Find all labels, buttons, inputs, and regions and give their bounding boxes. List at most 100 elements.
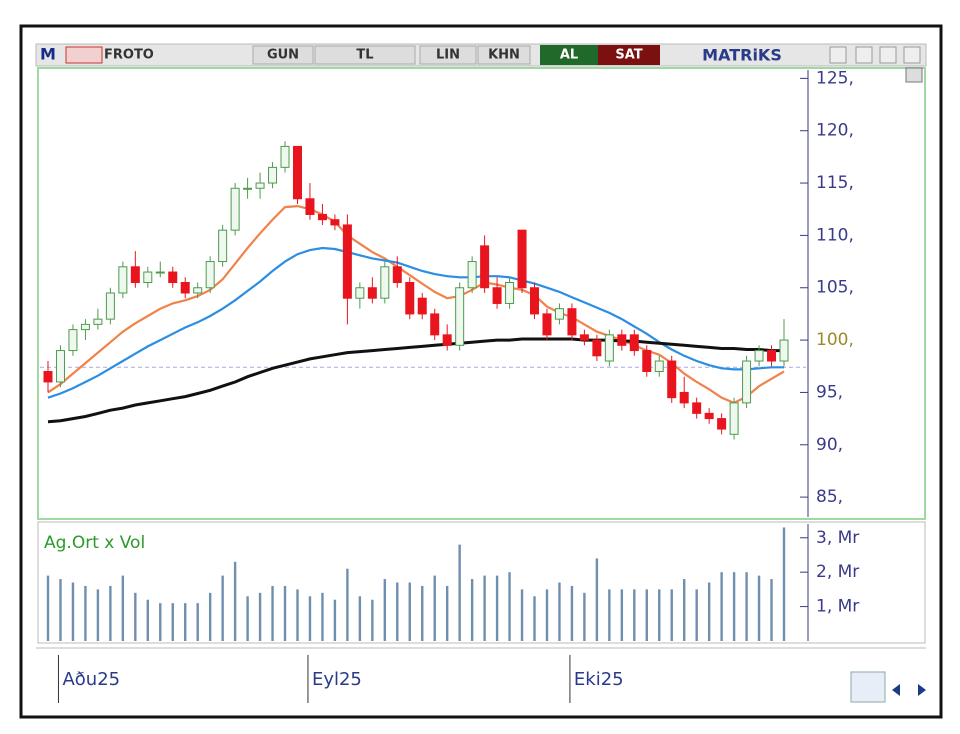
volume-bar [396,582,399,641]
candle-body [405,282,415,315]
buy-label[interactable]: AL [560,48,578,63]
volume-bar [608,589,611,641]
volume-bar [707,582,711,641]
candle-body [380,266,390,299]
volume-bar [683,579,686,641]
candle-body [93,318,103,325]
price-panel [37,67,926,520]
volume-bar [258,592,262,641]
volume-bar [71,582,75,641]
volume-bar [520,589,524,641]
candle-body [629,334,639,352]
volume-bar [271,585,274,641]
window-button[interactable] [903,46,921,64]
y-tick-label: 85, [816,487,843,507]
volume-bar [96,589,100,641]
volume-bar [333,599,337,641]
volume-bar [782,527,786,641]
candle-body [118,266,128,294]
button-label[interactable]: KHN [488,48,520,63]
panel-button[interactable] [905,67,923,83]
y-tick-label: 3, Mr [816,528,859,548]
volume-bar [208,592,212,641]
candle-body [43,370,53,383]
volume-bar [732,572,736,641]
candle-body [567,308,577,336]
button[interactable] [314,45,416,65]
button[interactable] [419,45,477,65]
volume-bar [433,575,436,641]
volume-bar [371,599,374,641]
y-tick-label: 95, [816,382,843,402]
candle-body [679,391,689,404]
buy-button[interactable] [540,45,598,65]
candle-body [243,187,253,190]
volume-bar [695,589,698,641]
volume-bar [233,561,237,641]
sell-label[interactable]: SAT [615,48,642,63]
candle-body [218,229,228,263]
window-button[interactable] [829,46,847,64]
candle-body [692,402,702,414]
candle-body [654,360,664,372]
candle-body [155,271,165,274]
candle-body [367,287,377,299]
candle-body [717,418,727,430]
volume-bar [383,579,387,641]
candle-body [492,287,502,304]
y-tick-label: 125, [816,68,854,88]
symbol[interactable]: FROTO [104,48,154,63]
volume-bar [745,572,748,641]
candle-body [342,224,352,299]
volume-bar [196,603,199,641]
scroll-buttons[interactable] [892,684,926,696]
volume-bar [146,599,149,641]
button[interactable] [477,45,531,65]
window-button[interactable] [855,46,873,64]
volume-bar [583,592,586,641]
candle-body [230,187,240,231]
candle-body [729,402,739,435]
candle-body [355,287,365,299]
volume-bar [658,589,661,641]
refresh-button[interactable] [850,671,886,703]
volume-bar [59,579,62,641]
volume-bar [483,575,486,641]
volume-bar [283,585,287,641]
volume-bar [558,582,561,641]
candle-body [68,329,78,352]
candle-body [667,360,677,399]
volume-bar [421,585,424,641]
candle-body [292,145,302,200]
x-tick-label: Eyl25 [312,669,362,690]
y-tick-label: 115, [816,173,854,193]
volume-bar [533,596,536,641]
candle-body [530,287,540,315]
candle-body [592,339,602,357]
button-label[interactable]: TL [356,48,373,63]
candle-body [442,334,452,346]
volume-bar [670,589,673,641]
y-tick-label: 100, [816,330,854,350]
symbol-icon[interactable] [65,46,103,64]
volume-bar [171,603,174,641]
candle-body [417,297,427,315]
candle-body [779,339,789,362]
button-label[interactable]: GUN [267,48,299,63]
candle-body [542,313,552,336]
candle-body [168,271,178,284]
candle-body [317,213,327,221]
window-button[interactable] [879,46,897,64]
candle-body [55,350,65,383]
candle-body [767,350,777,362]
candle-body [143,271,153,284]
sell-button[interactable] [598,45,660,65]
volume-bar [757,575,761,641]
candle-body [105,292,115,320]
button[interactable] [252,45,314,65]
volume-bar [508,572,511,641]
volume-bar [495,575,499,641]
button-label[interactable]: LIN [436,48,460,63]
candle-body [80,323,90,331]
